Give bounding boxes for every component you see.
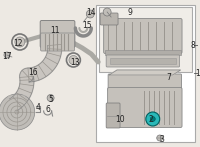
FancyBboxPatch shape: [108, 87, 182, 127]
Text: 4: 4: [35, 102, 40, 112]
Circle shape: [4, 52, 10, 58]
Text: 8: 8: [190, 41, 195, 50]
Circle shape: [69, 56, 78, 65]
Bar: [96, 5, 195, 142]
Text: 10: 10: [115, 115, 125, 123]
Text: 5: 5: [48, 96, 53, 105]
FancyBboxPatch shape: [40, 20, 75, 47]
Text: 13: 13: [71, 57, 80, 66]
Text: 11: 11: [50, 25, 59, 35]
Circle shape: [47, 95, 54, 101]
Text: 14: 14: [86, 7, 96, 16]
FancyBboxPatch shape: [106, 55, 180, 67]
Text: 6: 6: [45, 106, 50, 115]
Circle shape: [15, 37, 25, 47]
Bar: [99, 7, 192, 72]
Bar: [105, 50, 181, 55]
Text: 15: 15: [82, 20, 92, 30]
Text: 7: 7: [166, 72, 171, 81]
Polygon shape: [9, 44, 62, 111]
Circle shape: [150, 117, 155, 122]
Text: 1: 1: [195, 69, 200, 77]
Circle shape: [86, 10, 94, 18]
Circle shape: [146, 112, 160, 126]
Polygon shape: [6, 96, 25, 105]
FancyBboxPatch shape: [100, 13, 118, 25]
Text: 9: 9: [128, 7, 132, 16]
FancyBboxPatch shape: [106, 103, 120, 128]
Text: 17: 17: [2, 51, 12, 61]
Circle shape: [157, 135, 163, 141]
FancyBboxPatch shape: [41, 33, 74, 51]
Text: 3: 3: [159, 135, 164, 143]
Circle shape: [103, 8, 111, 16]
Polygon shape: [109, 70, 181, 75]
Text: 16: 16: [28, 67, 38, 76]
Polygon shape: [0, 94, 35, 130]
Bar: [110, 58, 176, 64]
Text: 12: 12: [13, 39, 23, 47]
Text: 2: 2: [148, 115, 153, 123]
FancyBboxPatch shape: [104, 19, 182, 54]
FancyBboxPatch shape: [108, 74, 182, 91]
